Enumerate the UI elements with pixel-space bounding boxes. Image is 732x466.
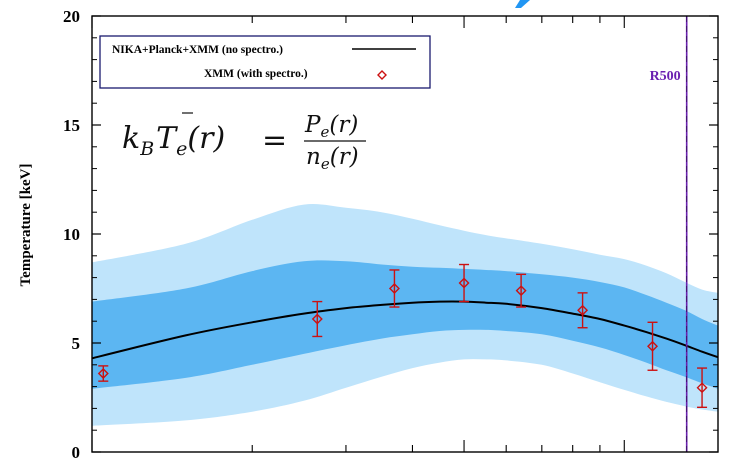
- y-tick-label: 15: [63, 116, 80, 135]
- data-marker-diamond: [515, 285, 527, 297]
- data-marker-diamond: [577, 304, 589, 316]
- data-point: [311, 300, 323, 338]
- axes: 0 5 10 15 20: [63, 7, 719, 462]
- legend-label-model: NIKA+Planck+XMM (no spectro.): [112, 44, 283, 56]
- data-marker-diamond: [647, 340, 659, 352]
- data-marker-diamond: [696, 382, 708, 394]
- model-curve-group: [91, 300, 719, 360]
- legend: NIKA+Planck+XMM (no spectro.) XMM (with …: [99, 35, 431, 89]
- r500-marker: R500: [650, 16, 688, 452]
- y-axis-title: Temperature [keV]: [18, 164, 34, 287]
- formula-denominator: ne(r): [306, 144, 359, 173]
- legend-frame: [99, 35, 431, 89]
- data-point: [388, 269, 400, 308]
- data-marker-diamond: [311, 313, 323, 325]
- inner-confidence-band: [92, 260, 718, 389]
- legend-label-xmm: XMM (with spectro.): [204, 68, 308, 80]
- y-tick-label: 20: [63, 7, 80, 26]
- r500-label: R500: [650, 69, 681, 84]
- corner-slash-mark: [515, 0, 530, 8]
- data-point: [696, 367, 708, 409]
- data-point: [577, 292, 589, 329]
- data-point: [458, 263, 470, 303]
- confidence-bands: [92, 204, 718, 426]
- formula-annotation: kBTe(r) = Pe(r) ne(r): [122, 112, 366, 173]
- data-marker-diamond: [97, 368, 109, 380]
- y-tick-label: 0: [72, 443, 81, 461]
- formula-lhs: kBTe(r): [122, 121, 225, 160]
- data-points-group: [97, 263, 708, 409]
- legend-swatch-diamond: [377, 70, 387, 80]
- model-curve: [91, 300, 719, 360]
- data-point: [97, 365, 109, 382]
- data-point: [515, 273, 527, 308]
- formula-numerator: Pe(r): [304, 112, 358, 141]
- y-tick-label: 10: [63, 225, 80, 244]
- data-marker-diamond: [388, 283, 400, 294]
- formula-equals: =: [262, 123, 287, 158]
- data-marker-diamond: [458, 277, 470, 289]
- data-point: [647, 321, 659, 371]
- y-tick-label: 5: [72, 334, 81, 353]
